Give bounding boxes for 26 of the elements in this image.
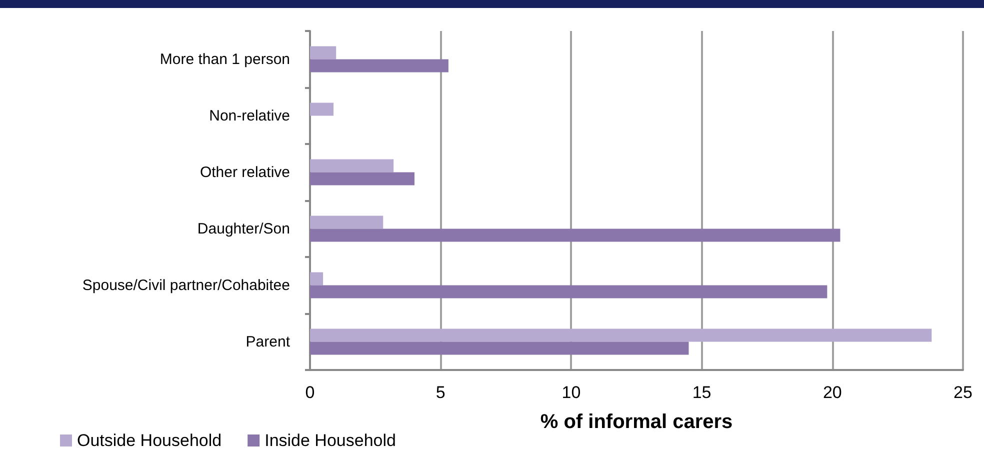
x-tick-label: 10 — [562, 383, 581, 402]
y-tick-label: More than 1 person — [160, 50, 290, 68]
x-tick-label: 15 — [692, 383, 712, 402]
bar — [310, 46, 336, 60]
bar — [310, 328, 932, 342]
x-tick-label: 20 — [822, 383, 842, 402]
bar — [310, 159, 394, 172]
y-tick-label: Other relative — [200, 164, 290, 181]
legend-label: Inside Household — [264, 431, 396, 450]
bar — [310, 59, 448, 72]
x-axis-title: % of informal carers — [540, 411, 733, 433]
y-tick-label: Spouse/Civil partner/Cohabitee — [82, 276, 290, 294]
bar — [310, 172, 414, 186]
bar — [310, 102, 334, 116]
bar — [310, 216, 384, 229]
bar — [310, 272, 324, 286]
bar — [310, 285, 828, 298]
bar — [310, 228, 840, 242]
bar — [310, 342, 689, 355]
x-tick-label: 5 — [436, 383, 446, 402]
y-tick-label: Parent — [246, 333, 291, 350]
y-tick-label: Non-relative — [209, 107, 290, 124]
x-tick-label: 0 — [305, 383, 315, 402]
y-tick-label: Daughter/Son — [197, 220, 290, 238]
legend-label: Outside Household — [77, 431, 222, 450]
x-tick-label: 25 — [954, 383, 972, 402]
